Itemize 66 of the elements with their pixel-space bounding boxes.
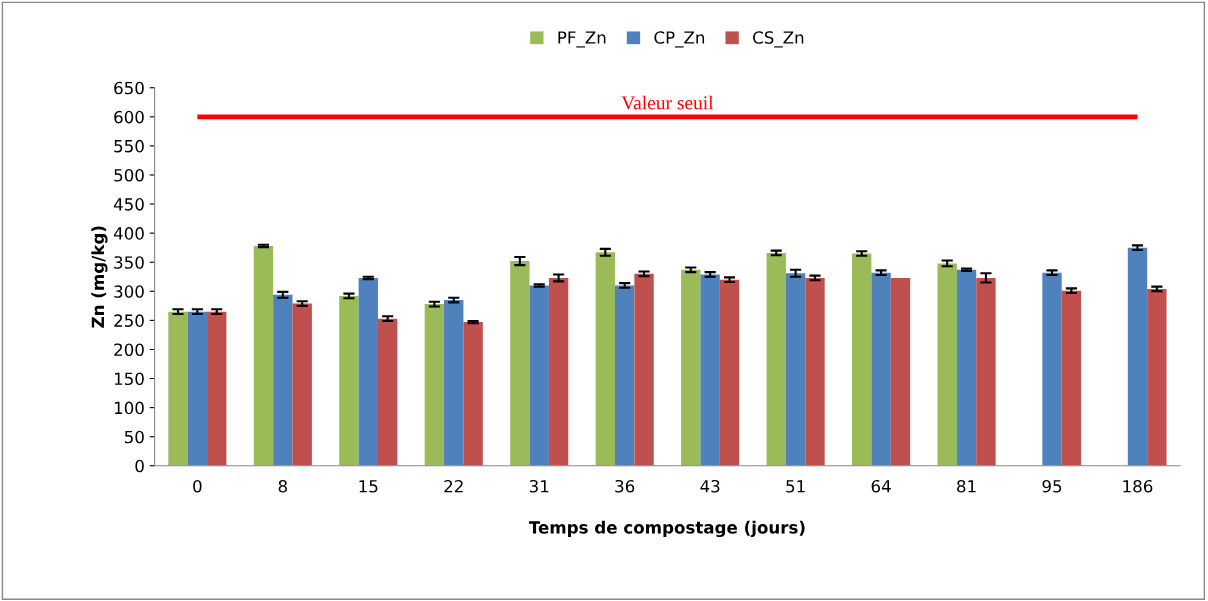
bar: [253, 245, 274, 466]
y-tick-label: 500: [114, 168, 144, 182]
bar: [424, 304, 445, 466]
bar: [700, 274, 720, 466]
y-tick-label: 650: [114, 81, 144, 95]
x-tick-label: 31: [529, 479, 549, 493]
x-tick-label: 64: [871, 479, 891, 493]
legend-label: CP_Zn: [654, 31, 705, 48]
ref-line-label: Valeur seuil: [621, 95, 714, 110]
x-tick-label: 81: [957, 479, 976, 493]
bar: [595, 252, 615, 466]
y-tick-label: 150: [114, 372, 144, 386]
bar: [615, 285, 635, 466]
bar: [805, 277, 825, 466]
bar: [444, 300, 464, 466]
y-tick-label: 600: [114, 110, 144, 124]
bar: [548, 277, 569, 466]
bar: [1061, 290, 1082, 466]
y-tick-label: 100: [114, 401, 144, 415]
bar: [529, 285, 549, 466]
bar: [463, 322, 483, 466]
bar: [358, 277, 378, 466]
y-tick-label: 550: [114, 139, 144, 153]
bar: [187, 311, 208, 466]
bar: [890, 277, 911, 466]
bar: [339, 295, 359, 466]
y-tick-label: 350: [114, 256, 144, 269]
bar: [273, 294, 293, 466]
x-tick-label: 43: [700, 479, 720, 493]
bar: [1147, 288, 1167, 466]
y-tick-label: 0: [135, 459, 144, 473]
bar: [207, 311, 227, 466]
y-tick-label: 200: [114, 343, 144, 357]
bar: [766, 252, 786, 466]
x-tick-label: 22: [444, 479, 463, 493]
bar: [634, 273, 654, 466]
y-tick-label: 400: [113, 227, 144, 240]
y-tick-label: 300: [114, 285, 144, 298]
legend-label: PF_Zn: [558, 31, 606, 48]
legend-label: CS_Zn: [753, 31, 804, 48]
x-tick-label: 36: [615, 479, 635, 493]
x-tick-label: 51: [786, 480, 805, 493]
bar: [785, 273, 806, 466]
bar: [852, 253, 872, 466]
y-tick-label: 450: [113, 198, 144, 211]
y-axis-title: Zn (mg/kg): [91, 226, 108, 328]
x-tick-label: 95: [1042, 479, 1062, 493]
bar: [937, 263, 957, 466]
bar: [377, 318, 398, 466]
x-tick-label: 186: [1123, 479, 1153, 493]
y-tick-label: 50: [124, 430, 144, 444]
x-tick-label: 15: [359, 480, 378, 493]
x-axis-title: Temps de compostage (jours): [528, 520, 805, 538]
bar: [1042, 272, 1062, 466]
bar: [1127, 247, 1148, 466]
y-tick-label: 250: [114, 314, 144, 327]
bar: [510, 261, 530, 466]
bar: [292, 303, 312, 466]
bar: [681, 269, 701, 466]
x-tick-label: 8: [278, 479, 287, 493]
bar: [871, 272, 891, 466]
x-tick-label: 0: [193, 479, 202, 493]
bar: [956, 269, 977, 466]
bar: [976, 277, 996, 466]
bar: [168, 311, 188, 466]
bar: [719, 279, 740, 466]
